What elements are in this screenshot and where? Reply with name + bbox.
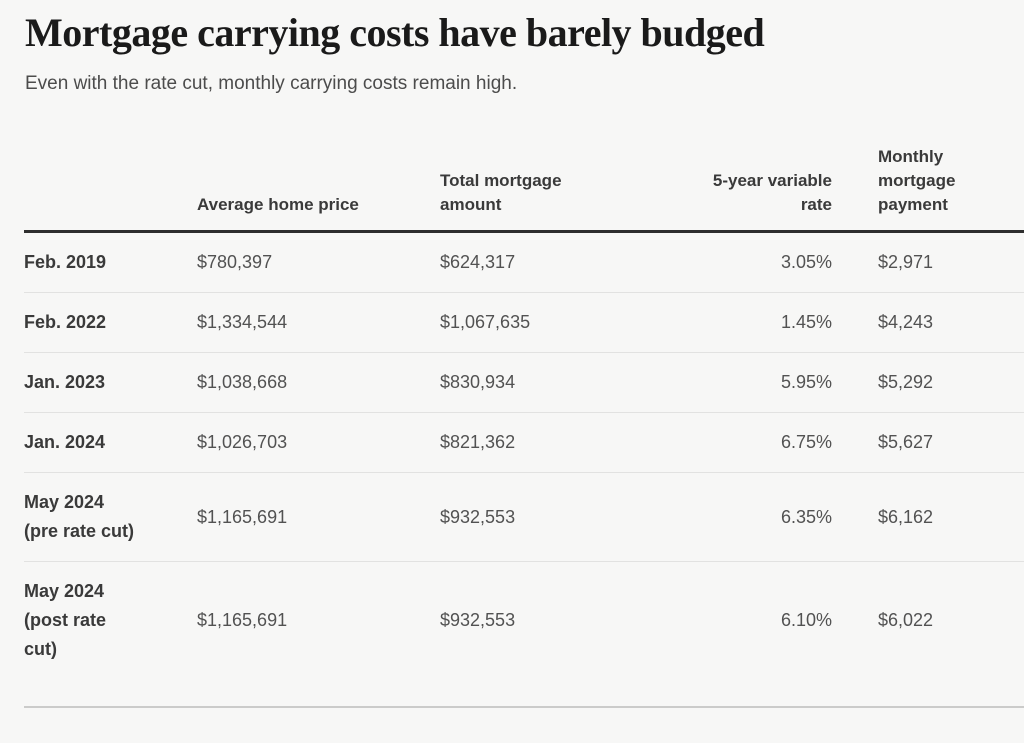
cell-total-mortgage-amount: $932,553 — [440, 506, 516, 527]
cell-average-home-price: $1,334,544 — [197, 312, 288, 332]
table-bottom-rule — [24, 706, 1024, 708]
cell-average-home-price: $780,397 — [197, 252, 273, 272]
row-label: Jan. 2024 — [24, 432, 106, 452]
cell-variable-rate: 6.75% — [780, 432, 832, 452]
column-header-label: Average home price — [197, 195, 359, 214]
row-label: Feb. 2019 — [24, 252, 107, 272]
column-header-five-year-variable-rate: 5-year variable rate — [686, 169, 832, 217]
row-label: May 2024 (pre rate cut) — [24, 492, 135, 541]
cell-variable-rate: 5.95% — [780, 372, 832, 392]
table-row-may-2024-post-rate-cut: May 2024 (post rate cut) $1,165,691 $932… — [24, 561, 1024, 679]
cell-total-mortgage-amount: $821,362 — [440, 432, 516, 452]
cell-variable-rate: 6.35% — [780, 506, 832, 527]
cell-monthly-payment: $4,243 — [878, 312, 934, 332]
cell-monthly-payment: $2,971 — [878, 252, 934, 272]
column-header-label: 5-year variable rate — [712, 171, 832, 214]
cell-average-home-price: $1,165,691 — [197, 610, 288, 630]
table-row-jan-2023: Jan. 2023 $1,038,668 $830,934 5.95% $5,2… — [24, 352, 1024, 412]
row-label: Feb. 2022 — [24, 312, 107, 332]
cell-average-home-price: $1,026,703 — [197, 432, 288, 452]
table-row-feb-2019: Feb. 2019 $780,397 $624,317 3.05% $2,971 — [24, 233, 1024, 292]
cell-monthly-payment: $5,627 — [878, 432, 934, 452]
cell-total-mortgage-amount: $624,317 — [440, 252, 516, 272]
cell-total-mortgage-amount: $830,934 — [440, 372, 516, 392]
column-header-average-home-price: Average home price — [197, 193, 440, 217]
cell-variable-rate: 1.45% — [780, 312, 832, 332]
table-row-feb-2022: Feb. 2022 $1,334,544 $1,067,635 1.45% $4… — [24, 292, 1024, 352]
cell-monthly-payment: $5,292 — [878, 372, 934, 392]
column-header-label: Monthly mortgage payment — [878, 147, 956, 214]
mortgage-costs-infographic: Mortgage carrying costs have barely budg… — [0, 10, 1024, 743]
cell-monthly-payment: $6,162 — [878, 506, 934, 527]
cell-variable-rate: 6.10% — [780, 610, 832, 630]
page-subtitle: Even with the rate cut, monthly carrying… — [25, 73, 518, 94]
cell-variable-rate: 3.05% — [780, 252, 832, 272]
column-header-monthly-mortgage-payment: Monthly mortgage payment — [832, 145, 1024, 217]
column-header-label: Total mortgage amount — [440, 171, 562, 214]
table-header-row: Average home price Total mortgage amount… — [24, 145, 1024, 233]
cell-total-mortgage-amount: $932,553 — [440, 610, 516, 630]
cell-average-home-price: $1,165,691 — [197, 506, 288, 527]
row-label: Jan. 2023 — [24, 372, 106, 392]
page-title: Mortgage carrying costs have barely budg… — [25, 10, 765, 55]
table-row-jan-2024: Jan. 2024 $1,026,703 $821,362 6.75% $5,6… — [24, 412, 1024, 472]
mortgage-costs-table: Average home price Total mortgage amount… — [24, 145, 1024, 708]
cell-average-home-price: $1,038,668 — [197, 372, 288, 392]
cell-monthly-payment: $6,022 — [878, 610, 934, 630]
cell-total-mortgage-amount: $1,067,635 — [440, 312, 531, 332]
row-label: May 2024 (post rate cut) — [24, 581, 107, 659]
column-header-total-mortgage-amount: Total mortgage amount — [440, 169, 686, 217]
table-row-may-2024-pre-rate-cut: May 2024 (pre rate cut) $1,165,691 $932,… — [24, 472, 1024, 561]
